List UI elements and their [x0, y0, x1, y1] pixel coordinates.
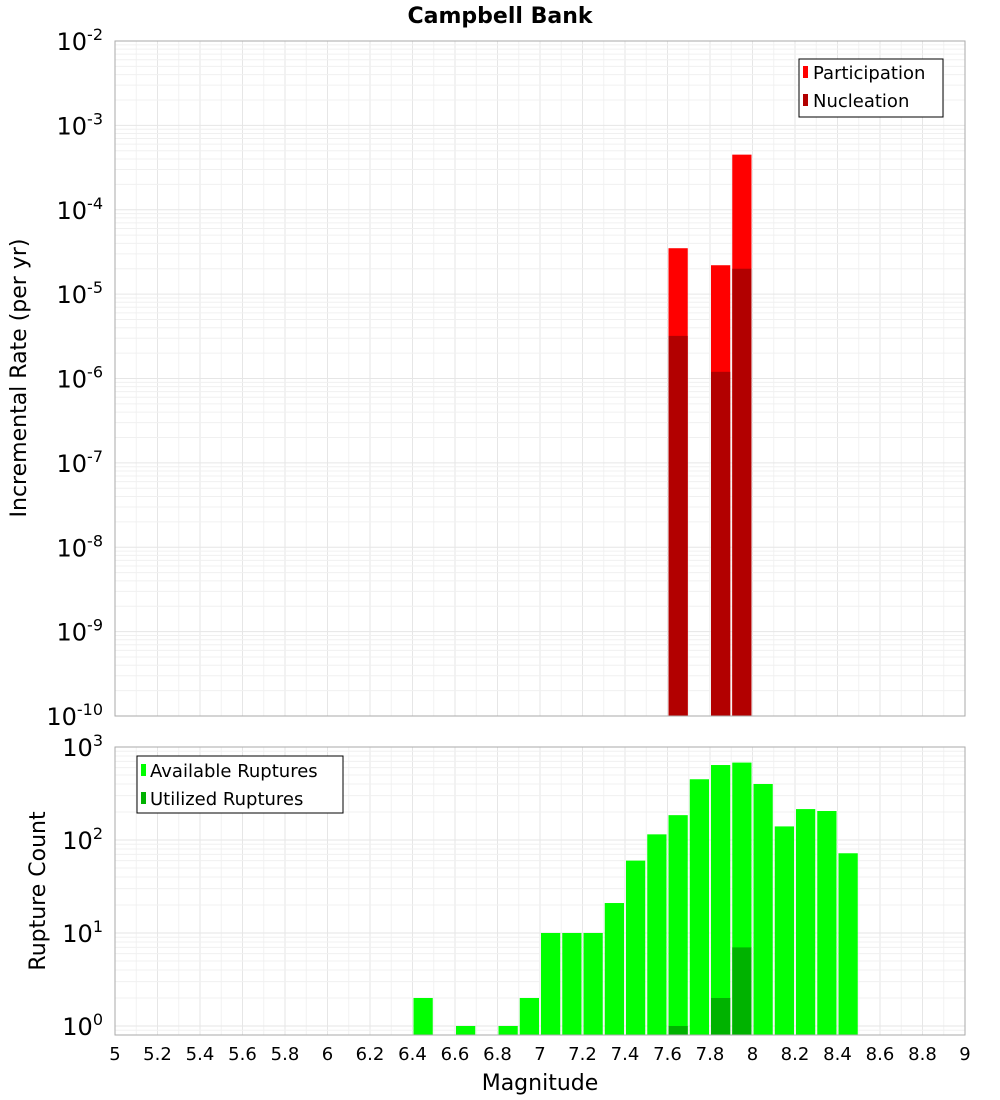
bottom-available-ruptures-bar [562, 932, 582, 1035]
top-y-axis-label: Incremental Rate (per yr) [7, 239, 32, 518]
utilized-legend-label: Utilized Ruptures [150, 789, 303, 810]
top-y-tick-label: 10-6 [57, 363, 104, 394]
bottom-available-ruptures-bar [711, 765, 731, 1035]
x-axis-label: Magnitude [482, 1071, 599, 1096]
top-grid [114, 40, 966, 717]
x-tick-label: 7.8 [696, 1044, 725, 1065]
top-nucleation-bar [711, 371, 731, 716]
top-y-tick-label: 10-3 [57, 109, 104, 140]
bottom-available-ruptures-bar [668, 815, 688, 1035]
x-tick-label: 6.8 [483, 1044, 512, 1065]
x-tick-label: 8.2 [781, 1044, 810, 1065]
x-tick-label: 7.2 [568, 1044, 597, 1065]
bottom-available-ruptures-bar [583, 932, 603, 1035]
available-legend-label: Available Ruptures [150, 761, 318, 782]
bottom-bars [413, 762, 858, 1035]
participation-legend-label: Participation [813, 63, 925, 84]
top-y-tick-label: 10-9 [57, 616, 104, 647]
bottom-available-ruptures-bar [541, 932, 561, 1035]
utilized-legend-swatch [141, 792, 146, 804]
top-bars [668, 154, 752, 717]
bottom-utilized-ruptures-bar [711, 997, 731, 1035]
bottom-y-tick-label: 100 [62, 1010, 103, 1041]
bottom-available-ruptures-bar [817, 811, 837, 1035]
bottom-available-ruptures-bar [456, 1025, 476, 1035]
bottom-y-axis-label: Rupture Count [26, 811, 51, 971]
x-tick-label: 8.4 [823, 1044, 852, 1065]
top-legend: Participation Nucleation [798, 58, 944, 118]
top-plot-frame [114, 40, 966, 717]
x-tick-label: 5.8 [271, 1044, 300, 1065]
x-tick-label: 6.4 [398, 1044, 427, 1065]
bottom-available-ruptures-bar [626, 860, 646, 1035]
x-tick-label: 8.6 [866, 1044, 895, 1065]
bottom-plot-frame [114, 746, 966, 1036]
top-nucleation-bar [668, 335, 688, 716]
bottom-available-ruptures-bar [519, 997, 539, 1035]
x-tick-label: 7.4 [611, 1044, 640, 1065]
x-tick-labels: 5 5.2 5.4 5.6 5.8 6 6.2 6.4 6.6 6.8 7 7.2 7.4 7.6 7.8 8… [109, 1044, 970, 1065]
bottom-available-ruptures-bar [796, 809, 816, 1035]
x-tick-label: 7.6 [653, 1044, 682, 1065]
bottom-legend: Available Ruptures Utilized Ruptures [136, 755, 344, 814]
x-tick-label: 8 [747, 1044, 758, 1065]
x-tick-label: 5.2 [143, 1044, 172, 1065]
top-y-tick-label: 10-10 [46, 700, 103, 731]
bottom-available-ruptures-bar [774, 826, 794, 1035]
bottom-available-ruptures-bar [689, 779, 709, 1035]
x-tick-label: 6.2 [356, 1044, 385, 1065]
bottom-legend-box [136, 755, 344, 814]
bottom-utilized-ruptures-bar [668, 1025, 688, 1035]
x-tick-label: 5.4 [186, 1044, 215, 1065]
bottom-y-tick-label: 103 [62, 731, 103, 762]
bottom-available-ruptures-bar [413, 997, 433, 1035]
bottom-utilized-ruptures-bar [732, 947, 752, 1035]
bottom-available-ruptures-bar [753, 784, 773, 1035]
x-tick-label: 6.6 [441, 1044, 470, 1065]
x-tick-label: 7 [534, 1044, 545, 1065]
available-legend-swatch [141, 764, 146, 776]
x-tick-label: 5 [109, 1044, 120, 1065]
bottom-y-tick-label: 101 [62, 917, 103, 948]
top-y-tick-label: 10-4 [57, 194, 104, 225]
chart-title: Campbell Bank [408, 4, 594, 29]
top-y-tick-labels: 10-10 10-9 10-8 10-7 10-6 10-5 10-4 10-3 10-2 [46, 25, 103, 731]
top-y-tick-label: 10-8 [57, 531, 104, 562]
x-tick-label: 6 [322, 1044, 333, 1065]
bottom-panel: 100 101 102 103 Rupture Count Available Rup… [26, 731, 971, 1096]
bottom-available-ruptures-bar [647, 834, 667, 1035]
bottom-available-ruptures-bar [604, 903, 624, 1035]
nucleation-legend-swatch [803, 94, 808, 106]
top-y-tick-label: 10-7 [57, 447, 104, 478]
x-tick-label: 5.6 [228, 1044, 257, 1065]
top-panel: 10-10 10-9 10-8 10-7 10-6 10-5 10-4 10-3 10-2 In… [7, 25, 966, 731]
top-y-tick-label: 10-5 [57, 278, 104, 309]
bottom-y-tick-label: 102 [62, 824, 103, 855]
top-nucleation-bar [732, 268, 752, 716]
bottom-y-tick-labels: 100 101 102 103 [62, 731, 103, 1041]
x-tick-label: 8.8 [908, 1044, 937, 1065]
x-tick-label: 9 [959, 1044, 970, 1065]
participation-legend-swatch [803, 66, 808, 78]
nucleation-legend-label: Nucleation [813, 91, 909, 112]
bottom-available-ruptures-bar [498, 1025, 518, 1035]
bottom-available-ruptures-bar [838, 853, 858, 1035]
top-y-tick-label: 10-2 [57, 25, 104, 56]
top-legend-box [798, 58, 944, 118]
